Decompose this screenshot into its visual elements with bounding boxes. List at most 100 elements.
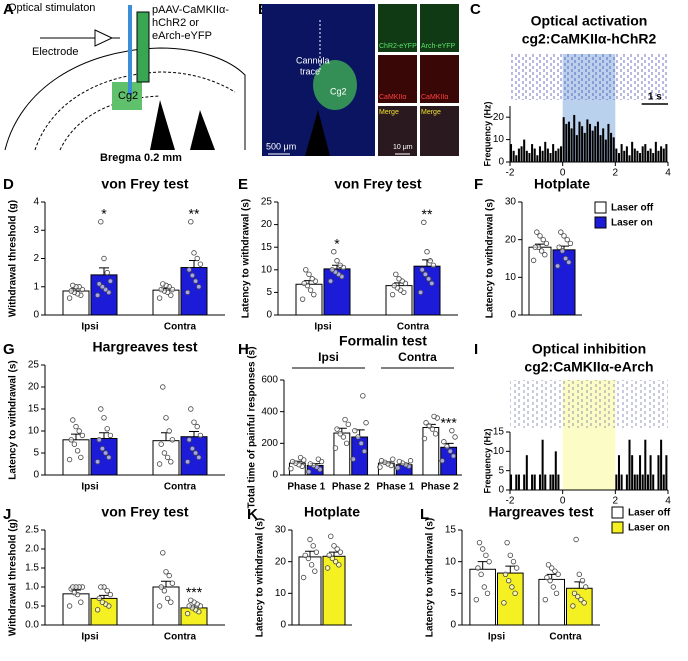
chart-title: von Frey test xyxy=(101,176,188,192)
hist-bar xyxy=(517,148,520,162)
hist-bar xyxy=(541,439,544,490)
y-tick-label: 3 xyxy=(33,225,39,236)
data-point xyxy=(340,434,347,440)
y-tick-label: 4 xyxy=(33,197,39,208)
chart-subtitle: cg2:CaMKIIα-eArch xyxy=(524,359,653,375)
data-point xyxy=(378,458,385,464)
data-point xyxy=(307,536,313,543)
hist-bar xyxy=(533,148,536,162)
data-point xyxy=(106,454,112,461)
data-point xyxy=(581,600,587,606)
legend-swatch xyxy=(594,216,607,229)
diagram-label: hChR2 or xyxy=(152,17,199,29)
data-point xyxy=(96,437,102,443)
y-tick-label: 0 xyxy=(33,470,39,481)
data-point xyxy=(579,577,586,584)
data-point xyxy=(575,593,581,600)
data-point xyxy=(66,295,73,301)
data-point xyxy=(158,441,164,447)
data-point xyxy=(289,458,296,465)
data-point xyxy=(561,233,567,239)
x-tick-label: Contra xyxy=(549,632,582,643)
data-point xyxy=(189,272,196,279)
y-tick-label: 25 xyxy=(28,360,40,371)
y-tick-label: 5 xyxy=(33,448,39,459)
data-point xyxy=(194,423,200,430)
hist-bar xyxy=(510,474,513,490)
hist-bar xyxy=(665,144,668,162)
data-point xyxy=(342,416,348,423)
y-tick-label: 15 xyxy=(493,427,505,438)
data-point xyxy=(158,584,164,590)
y-tick-label: 2 xyxy=(33,253,39,264)
chart-title: Optical inhibition xyxy=(532,341,646,357)
data-point xyxy=(425,276,432,282)
data-point xyxy=(358,440,364,447)
hist-bar xyxy=(665,455,668,490)
hist-bar xyxy=(544,474,547,490)
error-bar xyxy=(477,561,488,570)
bar xyxy=(385,285,413,316)
data-point xyxy=(78,454,84,461)
x-tick-label: Phase 1 xyxy=(376,482,414,493)
chart-subtitle: cg2:CaMKIIα-hChR2 xyxy=(522,31,657,47)
y-tick-label: 0 xyxy=(266,310,272,321)
image-label: trace xyxy=(300,66,320,76)
y-axis-label: Total time of painful responses (s) xyxy=(247,346,258,508)
y-axis-label: Frequency (Hz) xyxy=(482,428,492,493)
significance: ** xyxy=(422,206,433,222)
hist-bar xyxy=(525,455,528,490)
data-point xyxy=(169,580,176,586)
data-point xyxy=(439,458,445,464)
data-point xyxy=(559,248,566,254)
y-tick-label: 30 xyxy=(505,197,517,208)
hist-bar xyxy=(652,474,655,490)
data-point xyxy=(188,219,194,225)
data-point xyxy=(96,595,102,602)
data-point xyxy=(334,546,340,552)
hist-bar xyxy=(662,474,665,490)
data-point xyxy=(514,565,520,571)
spike-raster xyxy=(510,380,668,428)
data-point xyxy=(169,437,176,443)
data-point xyxy=(389,291,396,298)
data-point xyxy=(578,596,584,603)
image-label: CaMKIIα xyxy=(421,94,448,101)
y-axis-label: Latency to withdrawal (s) xyxy=(425,518,436,637)
hist-bar xyxy=(541,150,544,162)
data-point xyxy=(427,258,433,264)
y-axis-label: Withdrawal threshold (g) xyxy=(8,200,19,317)
y-tick-label: 0 xyxy=(272,470,278,481)
hist-bar xyxy=(554,451,557,490)
data-point xyxy=(552,568,558,574)
error-bar xyxy=(99,267,109,275)
data-point xyxy=(168,599,174,605)
hist-bar xyxy=(633,148,636,162)
panel-letter: I xyxy=(474,341,478,358)
data-point xyxy=(530,257,537,264)
data-point xyxy=(343,440,350,447)
y-tick-label: 5 xyxy=(498,465,504,476)
hist-bar xyxy=(644,439,647,490)
hist-bar xyxy=(578,121,581,162)
data-point xyxy=(352,427,358,434)
y-tick-label: 0 xyxy=(450,620,456,631)
data-point xyxy=(309,276,315,282)
data-point xyxy=(431,413,437,420)
data-point xyxy=(164,454,171,461)
data-point xyxy=(360,393,366,399)
data-point xyxy=(432,431,439,437)
y-tick-label: 20 xyxy=(493,112,505,123)
chart-title: von Frey test xyxy=(334,176,421,192)
ventricle xyxy=(190,110,215,150)
data-point xyxy=(390,456,396,462)
tile xyxy=(378,4,417,52)
x-tick-label: 2 xyxy=(613,496,619,507)
data-point xyxy=(573,536,579,543)
x-tick-label: Phase 1 xyxy=(287,482,325,493)
chart-title: Hotplate xyxy=(534,176,590,192)
x-tick-label: -2 xyxy=(506,496,515,507)
data-point xyxy=(101,255,107,262)
bar xyxy=(62,593,90,626)
x-tick-label: Phase 2 xyxy=(421,482,459,493)
